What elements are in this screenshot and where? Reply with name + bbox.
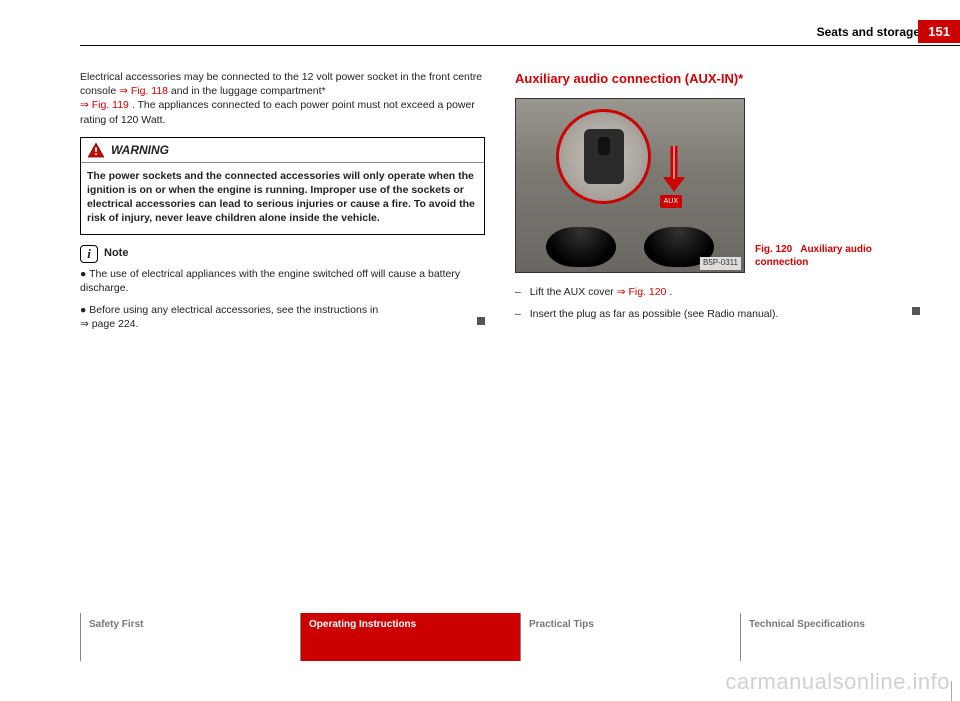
page-edge-mark (951, 681, 952, 701)
fig-119-link[interactable]: ⇒ Fig. 119 (80, 99, 129, 111)
fig-118-link[interactable]: ⇒ Fig. 118 (119, 85, 168, 97)
note-bullet-2-ref: ⇒ page 224. (80, 318, 138, 330)
right-column: Auxiliary audio connection (AUX-IN)* AUX… (515, 70, 920, 339)
left-column: Electrical accessories may be connected … (80, 70, 485, 339)
content-area: Electrical accessories may be connected … (80, 70, 920, 339)
warning-body: The power sockets and the connected acce… (81, 163, 484, 234)
warning-triangle-icon (87, 142, 105, 158)
step-dash: – (515, 286, 521, 298)
tab-operating-instructions[interactable]: Operating Instructions (300, 613, 520, 661)
note-bullet-2-text: ● Before using any electrical accessorie… (80, 304, 378, 316)
tab-safety-first[interactable]: Safety First (80, 613, 300, 661)
warning-box: WARNING The power sockets and the connec… (80, 137, 485, 235)
figure-code: B5P-0311 (700, 257, 741, 270)
step-dash: – (515, 308, 521, 320)
page-number: 151 (918, 20, 960, 43)
footer-tabs: Safety First Operating Instructions Prac… (80, 613, 960, 661)
note-bullet-2: ● Before using any electrical accessorie… (80, 303, 485, 331)
step-2-text: Insert the plug as far as possible (see … (530, 308, 779, 320)
figure-arrow-icon (659, 144, 689, 194)
step-2: – Insert the plug as far as possible (se… (515, 307, 920, 321)
step-1-text-post: . (669, 286, 672, 298)
note-title: Note (104, 246, 128, 261)
note-bullet-1: ● The use of electrical appliances with … (80, 267, 485, 295)
intro-text-post: . The appliances connected to each power… (80, 99, 475, 125)
fig-120-link[interactable]: ⇒ Fig. 120 (617, 286, 667, 298)
figure-120-wrap: AUX B5P-0311 Fig. 120 Auxiliary audio co… (515, 98, 920, 273)
tab-technical-specifications[interactable]: Technical Specifications (740, 613, 960, 661)
section-end-icon (912, 307, 920, 315)
warning-title: WARNING (111, 142, 169, 158)
top-rule (80, 45, 960, 46)
step-1-text-pre: Lift the AUX cover (530, 286, 617, 298)
figure-aux-label: AUX (660, 195, 682, 208)
intro-text-mid: and in the luggage compartment* (171, 85, 326, 97)
note-header: i Note (80, 245, 485, 263)
figure-120-caption: Fig. 120 Auxiliary audio connection (755, 243, 875, 273)
figure-120: AUX B5P-0311 (515, 98, 745, 273)
watermark: carmanualsonline.info (725, 669, 950, 695)
step-1: – Lift the AUX cover ⇒ Fig. 120 . (515, 285, 920, 299)
info-icon: i (80, 245, 98, 263)
section-end-icon (477, 317, 485, 325)
section-title: Seats and storage (817, 25, 920, 39)
figure-cupholder-left (546, 227, 616, 267)
figure-power-socket (584, 129, 624, 184)
aux-heading: Auxiliary audio connection (AUX-IN)* (515, 70, 920, 88)
intro-paragraph: Electrical accessories may be connected … (80, 70, 485, 127)
tab-practical-tips[interactable]: Practical Tips (520, 613, 740, 661)
figure-caption-label: Fig. 120 (755, 244, 792, 255)
warning-header: WARNING (81, 138, 484, 163)
